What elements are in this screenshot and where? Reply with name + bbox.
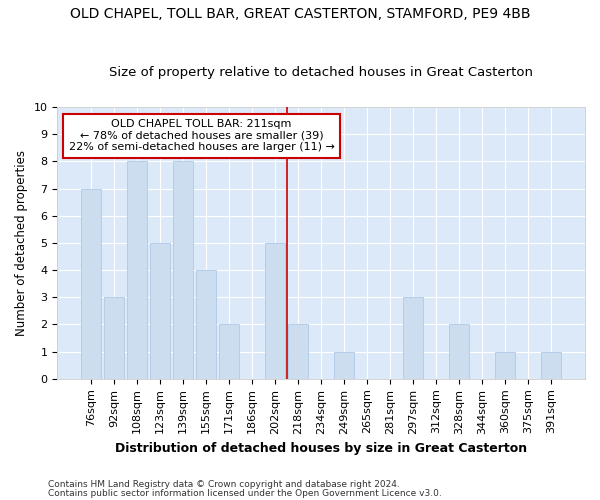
Bar [334,352,354,379]
Bar [220,324,239,379]
Y-axis label: Number of detached properties: Number of detached properties [15,150,28,336]
Bar [289,324,308,379]
Bar [150,243,170,379]
Bar [403,298,423,379]
Bar [265,243,285,379]
Bar [449,324,469,379]
Text: Contains public sector information licensed under the Open Government Licence v3: Contains public sector information licen… [48,488,442,498]
Bar [127,162,147,379]
Bar [104,298,124,379]
X-axis label: Distribution of detached houses by size in Great Casterton: Distribution of detached houses by size … [115,442,527,455]
Bar [196,270,216,379]
Title: Size of property relative to detached houses in Great Casterton: Size of property relative to detached ho… [109,66,533,80]
Text: OLD CHAPEL TOLL BAR: 211sqm
← 78% of detached houses are smaller (39)
22% of sem: OLD CHAPEL TOLL BAR: 211sqm ← 78% of det… [68,120,334,152]
Bar [541,352,561,379]
Text: Contains HM Land Registry data © Crown copyright and database right 2024.: Contains HM Land Registry data © Crown c… [48,480,400,489]
Bar [173,162,193,379]
Bar [81,188,101,379]
Bar [496,352,515,379]
Text: OLD CHAPEL, TOLL BAR, GREAT CASTERTON, STAMFORD, PE9 4BB: OLD CHAPEL, TOLL BAR, GREAT CASTERTON, S… [70,8,530,22]
